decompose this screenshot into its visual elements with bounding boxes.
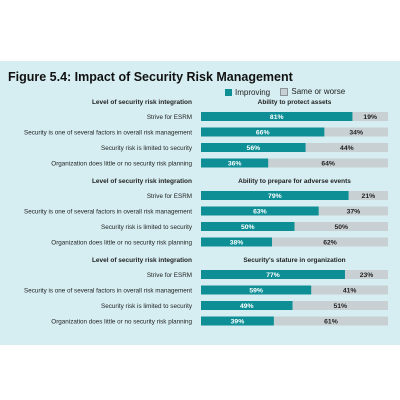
legend-label-improving: Improving bbox=[235, 87, 271, 97]
bar-same-or-worse bbox=[352, 112, 388, 121]
data-label-same-or-worse: 34% bbox=[349, 130, 363, 137]
bar-improving bbox=[201, 285, 312, 295]
category-label: Security is one of several factors in ov… bbox=[24, 209, 192, 216]
chart-title-2: Ability to prepare for adverse events bbox=[238, 178, 351, 185]
bar-improving bbox=[201, 112, 353, 121]
category-label: Security risk is limited to security bbox=[101, 145, 193, 152]
chart-title-1: Ability to protect assets bbox=[258, 99, 332, 106]
data-label-same-or-worse: 64% bbox=[321, 161, 335, 168]
category-label: Strive for ESRM bbox=[147, 272, 192, 279]
data-label-improving: 77% bbox=[266, 272, 280, 279]
data-label-improving: 66% bbox=[256, 130, 270, 137]
bar-improving bbox=[201, 270, 345, 279]
data-label-same-or-worse: 41% bbox=[343, 288, 357, 295]
bar-same-or-worse bbox=[272, 237, 388, 247]
data-label-same-or-worse: 37% bbox=[347, 209, 361, 216]
data-label-improving: 79% bbox=[268, 193, 282, 200]
bar-improving bbox=[201, 158, 269, 168]
data-label-same-or-worse: 44% bbox=[340, 145, 354, 152]
data-label-same-or-worse: 61% bbox=[324, 319, 338, 326]
data-label-improving: 39% bbox=[231, 319, 245, 326]
legend-label-same-or-worse: Same or worse bbox=[291, 87, 346, 96]
bar-improving bbox=[201, 301, 293, 310]
data-label-same-or-worse: 50% bbox=[334, 224, 348, 231]
bar-same-or-worse bbox=[348, 191, 388, 200]
row-header-3: Level of security risk integration bbox=[92, 257, 192, 264]
data-label-improving: 63% bbox=[253, 209, 267, 216]
legend-item-same-or-worse: Same or worse bbox=[280, 87, 345, 96]
data-label-improving: 81% bbox=[270, 114, 284, 121]
data-label-improving: 59% bbox=[249, 288, 263, 295]
bar-same-or-worse bbox=[268, 158, 388, 168]
legend-item-improving: Improving bbox=[225, 88, 270, 97]
category-label: Organization does little or no security … bbox=[51, 161, 192, 168]
category-label: Security risk is limited to security bbox=[101, 303, 193, 310]
row-header-1: Level of security risk integration bbox=[92, 99, 192, 106]
bar-improving bbox=[201, 206, 319, 216]
figure-title: Figure 5.4: Impact of Security Risk Mana… bbox=[8, 70, 293, 84]
bar-improving bbox=[201, 127, 325, 137]
bar-improving bbox=[201, 316, 274, 326]
data-label-improving: 49% bbox=[240, 303, 254, 310]
data-label-same-or-worse: 19% bbox=[363, 114, 377, 121]
chart-title-3: Security's stature in organization bbox=[243, 257, 345, 264]
stacked-bar-charts: Level of security risk integration Abilit… bbox=[24, 99, 388, 326]
bar-same-or-worse bbox=[311, 285, 388, 295]
bar-same-or-worse bbox=[344, 270, 388, 279]
row-header-2: Level of security risk integration bbox=[92, 178, 192, 185]
bar-same-or-worse bbox=[273, 316, 388, 326]
category-label: Strive for ESRM bbox=[147, 114, 192, 121]
data-label-improving: 38% bbox=[230, 240, 244, 247]
figure-panel bbox=[0, 61, 400, 345]
bar-same-or-worse bbox=[292, 301, 388, 310]
bar-improving bbox=[201, 143, 306, 152]
data-label-improving: 50% bbox=[241, 224, 255, 231]
bar-same-or-worse bbox=[324, 127, 388, 137]
data-label-same-or-worse: 23% bbox=[360, 272, 374, 279]
category-label: Strive for ESRM bbox=[147, 193, 192, 200]
bar-same-or-worse bbox=[305, 143, 388, 152]
legend-swatch-same-or-worse bbox=[280, 87, 289, 96]
data-label-same-or-worse: 21% bbox=[362, 193, 376, 200]
data-label-same-or-worse: 62% bbox=[323, 240, 337, 247]
bar-same-or-worse bbox=[294, 222, 388, 231]
category-label: Security risk is limited to security bbox=[101, 224, 193, 231]
bar-improving bbox=[201, 222, 295, 231]
category-label: Organization does little or no security … bbox=[51, 240, 192, 247]
bar-same-or-worse bbox=[318, 206, 388, 216]
bar-improving bbox=[201, 191, 349, 200]
category-label: Security is one of several factors in ov… bbox=[24, 288, 192, 295]
data-label-improving: 36% bbox=[228, 161, 242, 168]
category-label: Security is one of several factors in ov… bbox=[24, 130, 192, 137]
data-label-same-or-worse: 51% bbox=[334, 303, 348, 310]
bar-improving bbox=[201, 237, 273, 247]
data-label-improving: 56% bbox=[247, 145, 261, 152]
category-label: Organization does little or no security … bbox=[51, 319, 192, 326]
legend: Improving Same or worse bbox=[225, 87, 353, 98]
legend-swatch-improving bbox=[225, 88, 232, 96]
